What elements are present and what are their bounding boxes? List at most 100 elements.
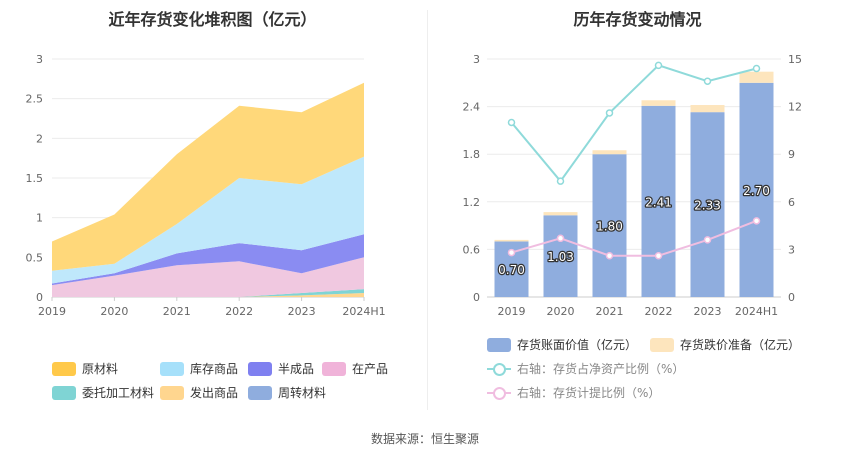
- legend-label: 委托加工材料: [82, 386, 155, 400]
- legend-label: 右轴：存货计提比例（%）: [517, 386, 661, 400]
- legend-item[interactable]: 存货跌价准备（亿元）: [650, 336, 800, 353]
- line-右轴：存货占净资产比例（%）: [510, 64, 757, 183]
- x-tick-label: 2024H1: [342, 305, 385, 318]
- x-tick-label: 2019: [498, 305, 526, 318]
- bar-存货账面价值（亿元）: [641, 105, 676, 297]
- line-point: [703, 77, 712, 85]
- legend-item[interactable]: 右轴：存货计提比例（%）: [487, 384, 660, 401]
- legend-item[interactable]: 存货账面价值（亿元）: [487, 336, 637, 353]
- legend-swatch: [160, 361, 184, 376]
- line-point: [703, 236, 712, 244]
- x-tick-label: 2020: [100, 305, 128, 318]
- y-tick-label: 0: [36, 291, 43, 304]
- x-tick-label: 2024H1: [735, 305, 778, 318]
- legend-label: 发出商品: [190, 386, 239, 400]
- legend-item[interactable]: 委托加工材料: [52, 384, 154, 401]
- line-point: [752, 64, 761, 73]
- area-发出商品: [52, 293, 364, 297]
- right-bar-line-chart: 0 0.6 1.2 1.8 2.4 3 0 3 6 9 12 15 2019 2020 2021 2022 20…: [463, 53, 803, 318]
- y-tick-label: 0: [473, 291, 480, 304]
- x-tick-label: 2020: [547, 305, 575, 318]
- y-tick-label: 3: [473, 53, 480, 66]
- legend-label: 原材料: [82, 362, 119, 376]
- legend-label: 在产品: [352, 362, 389, 376]
- x-tick-label: 2019: [38, 305, 66, 318]
- y2-tick-label: 15: [788, 53, 802, 66]
- area-在产品: [52, 257, 364, 297]
- line-point: [654, 251, 663, 260]
- bar-data-label: 1.80: [596, 220, 623, 234]
- y-tick-label: 3: [36, 53, 43, 66]
- bar-data-label: 0.70: [498, 263, 525, 277]
- line-point: [605, 109, 614, 117]
- right-chart-title: 历年存货变动情况: [573, 10, 702, 29]
- bar-存货账面价值（亿元）: [739, 82, 774, 297]
- legend-item[interactable]: 库存商品: [160, 360, 238, 377]
- legend-item[interactable]: 原材料: [52, 360, 118, 377]
- legend-item[interactable]: 在产品: [322, 360, 388, 377]
- y-tick-label: 1.8: [463, 148, 481, 161]
- legend-label: 存货账面价值（亿元）: [517, 338, 638, 352]
- bar-data-label: 1.03: [547, 250, 574, 264]
- y-tick-label: 0.5: [26, 251, 44, 264]
- x-tick-label: 2023: [694, 305, 722, 318]
- y-tick-label: 2: [36, 132, 43, 145]
- chart-divider: [427, 10, 428, 410]
- y2-tick-label: 0: [788, 291, 795, 304]
- x-tick-label: 2023: [288, 305, 316, 318]
- legend-swatch: [248, 361, 272, 376]
- y-tick-label: 0.6: [463, 243, 481, 256]
- bar-存货账面价值（亿元）: [592, 154, 627, 297]
- bar-存货跌价准备（亿元）: [494, 239, 529, 242]
- y-tick-label: 1.5: [26, 172, 44, 185]
- legend-item[interactable]: 右轴：存货占净资产比例（%）: [487, 360, 684, 377]
- line-point: [556, 177, 565, 185]
- x-tick-label: 2022: [645, 305, 673, 318]
- legend-swatch: [52, 361, 76, 376]
- y-tick-label: 2.4: [463, 101, 481, 114]
- bar-data-label: 2.33: [694, 199, 721, 213]
- area-委托加工材料: [52, 289, 364, 297]
- legend-swatch: [487, 337, 511, 352]
- legend-label: 右轴：存货占净资产比例（%）: [517, 362, 685, 376]
- left-chart-title: 近年存货变化堆积图（亿元）: [108, 10, 317, 29]
- line-point: [507, 118, 516, 127]
- area-库存商品: [52, 156, 364, 284]
- y-tick-label: 1.2: [463, 196, 481, 209]
- bar-存货跌价准备（亿元）: [543, 212, 578, 216]
- line-右轴：存货计提比例（%）: [511, 219, 757, 257]
- area-原材料: [52, 82, 364, 271]
- y2-tick-label: 3: [788, 243, 795, 256]
- data-source: 数据来源：恒生聚源: [370, 432, 479, 446]
- line-point: [654, 61, 663, 70]
- legend-swatch: [322, 361, 346, 376]
- y-tick-label: 1: [36, 212, 43, 225]
- legend-item[interactable]: 发出商品: [160, 384, 238, 401]
- legend-item[interactable]: 半成品: [248, 360, 314, 377]
- legend-label: 周转材料: [278, 386, 327, 400]
- line-point: [507, 248, 516, 257]
- bar-存货跌价准备（亿元）: [739, 71, 774, 83]
- area-半成品: [52, 234, 364, 286]
- legend-swatch: [160, 385, 184, 400]
- legend-swatch: [248, 385, 272, 400]
- legend-swatch: [650, 337, 674, 352]
- y2-tick-label: 12: [788, 101, 802, 114]
- x-tick-label: 2021: [163, 305, 191, 318]
- legend-line-marker: [487, 386, 511, 400]
- bar-存货跌价准备（亿元）: [641, 100, 676, 106]
- bar-存货账面价值（亿元）: [690, 112, 725, 297]
- x-tick-label: 2022: [225, 305, 253, 318]
- legend-line-marker: [487, 362, 511, 376]
- line-point: [556, 234, 565, 243]
- bar-存货跌价准备（亿元）: [592, 150, 627, 155]
- x-tick-label: 2021: [596, 305, 624, 318]
- legend-label: 半成品: [278, 362, 315, 376]
- legend-item[interactable]: 周转材料: [248, 384, 326, 401]
- line-point: [752, 217, 761, 225]
- y2-tick-label: 9: [788, 148, 795, 161]
- bar-data-label: 2.41: [645, 195, 672, 209]
- line-point: [605, 251, 614, 260]
- legend-label: 存货跌价准备（亿元）: [680, 338, 801, 352]
- y-tick-label: 2.5: [26, 93, 44, 106]
